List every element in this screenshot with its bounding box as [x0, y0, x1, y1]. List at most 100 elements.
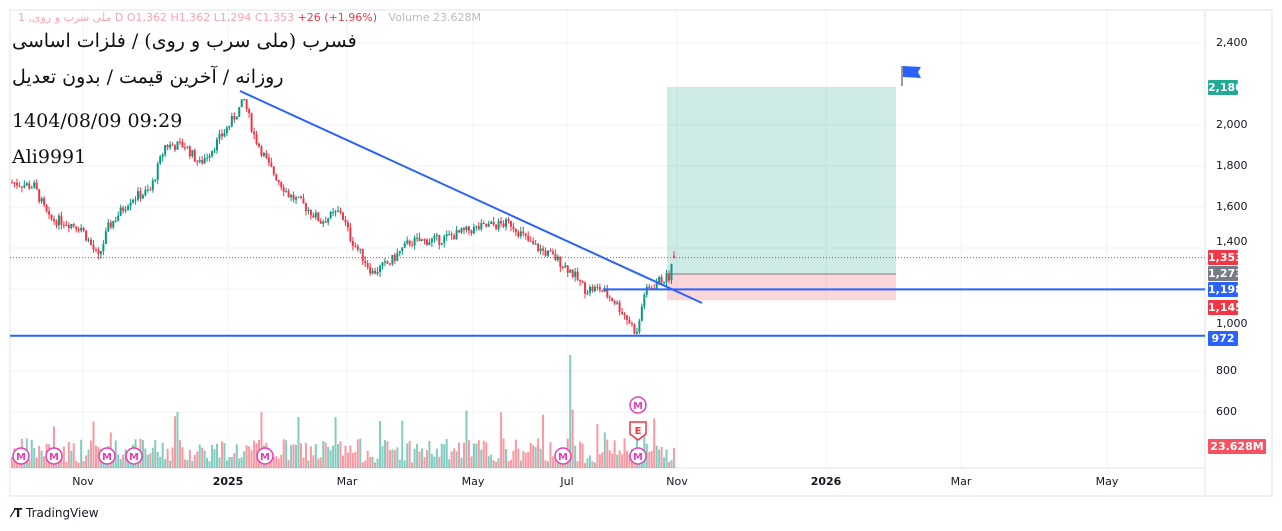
- candle-body: [645, 286, 648, 295]
- candle-body: [413, 237, 416, 246]
- volume-bar: [381, 446, 384, 468]
- candle-body: [507, 219, 510, 221]
- volume-bar: [596, 424, 599, 468]
- volume-bar: [341, 455, 344, 468]
- candle-body: [114, 220, 117, 222]
- volume-bar: [418, 451, 421, 468]
- volume-bar: [527, 451, 530, 468]
- m-marker-icon: [629, 447, 647, 465]
- candle-body: [616, 302, 619, 304]
- candle-body: [359, 248, 362, 250]
- volume-bar: [581, 443, 584, 468]
- volume-bar: [505, 449, 507, 468]
- candle-body: [337, 210, 340, 212]
- candle-body: [445, 234, 448, 237]
- volume-bar: [591, 461, 594, 468]
- volume-bar: [302, 457, 305, 468]
- volume-bar: [648, 451, 651, 468]
- volume-bar: [406, 443, 409, 468]
- flag-icon: [903, 66, 921, 78]
- candle-body: [351, 240, 354, 246]
- volume-bar: [144, 448, 147, 468]
- volume-bar: [332, 445, 335, 468]
- candle-body: [18, 185, 21, 187]
- price-tag: 1,273: [1208, 266, 1243, 281]
- candle-body: [265, 153, 268, 158]
- candle-body: [322, 221, 325, 224]
- m-marker-icon: [12, 447, 30, 465]
- volume-bar: [371, 456, 374, 468]
- candle-body: [28, 183, 31, 189]
- candle-body: [225, 127, 228, 134]
- volume-bar: [174, 416, 177, 468]
- volume-bar: [475, 443, 478, 468]
- high-value: H1,362: [170, 11, 211, 24]
- candle-body: [564, 265, 567, 268]
- candle-body: [70, 224, 73, 229]
- volume-bar: [292, 444, 295, 468]
- volume-bar: [588, 455, 591, 468]
- volume-bar: [250, 450, 253, 468]
- candle-body: [248, 109, 251, 114]
- volume-bar: [299, 443, 302, 468]
- candle-body: [230, 115, 233, 127]
- volume-legend: Volume 23.628M: [388, 11, 481, 24]
- candle-body: [75, 226, 78, 230]
- candle-body: [608, 296, 611, 299]
- volume-bar: [655, 445, 658, 468]
- candle-body: [285, 191, 288, 193]
- volume-bar: [260, 412, 263, 468]
- volume-bar: [576, 461, 579, 468]
- candle-body: [280, 181, 283, 188]
- volume-bar: [571, 409, 574, 468]
- volume-bar: [206, 457, 209, 468]
- volume-bar: [490, 454, 493, 468]
- candle-body: [23, 185, 26, 188]
- volume-bar: [413, 448, 416, 468]
- candle-body: [354, 245, 357, 247]
- candle-body: [406, 240, 409, 244]
- candle-body: [512, 226, 515, 229]
- volume-bar: [497, 457, 500, 468]
- candle-body: [109, 222, 112, 228]
- volume-bar: [487, 456, 490, 468]
- annotation-subtitle: روزانه / آخرین قیمت / بدون تعدیل: [12, 66, 284, 88]
- m-marker-icon: [554, 447, 572, 465]
- volume-bar: [502, 438, 505, 468]
- volume-bar: [220, 441, 223, 468]
- volume-bar: [603, 432, 606, 468]
- candle-body: [433, 235, 436, 239]
- volume-bar: [388, 450, 391, 468]
- volume-bar: [40, 450, 43, 468]
- candle-body: [455, 230, 458, 240]
- annotation-title: فسرب (ملی سرب و روی) / فلزات اساسی: [12, 30, 357, 52]
- candle-body: [159, 156, 162, 164]
- volume-bar: [401, 420, 404, 468]
- volume-bar: [117, 454, 120, 468]
- close-value: C1,353: [254, 11, 295, 24]
- candle-body: [25, 183, 28, 186]
- volume-bar: [282, 439, 285, 468]
- volume-bar: [361, 462, 364, 468]
- volume-bar: [628, 454, 631, 468]
- tradingview-logo[interactable]: ⁄𝗧 TradingView: [12, 506, 99, 520]
- candle-body: [60, 215, 63, 225]
- volume-bar: [551, 456, 554, 468]
- candle-body: [344, 219, 347, 223]
- volume-bar: [349, 445, 352, 468]
- trend-line: [239, 90, 703, 304]
- volume-bar: [285, 440, 288, 468]
- candle-body: [183, 147, 186, 149]
- volume-bar: [470, 456, 473, 468]
- candle-body: [551, 251, 554, 255]
- volume-bar: [601, 452, 604, 468]
- time-tick: May: [1095, 475, 1119, 488]
- candle-body: [522, 231, 525, 234]
- volume-bar: [398, 459, 401, 468]
- candle-body: [102, 243, 105, 252]
- volume-bar: [295, 444, 298, 468]
- candle-body: [470, 230, 473, 234]
- candle-body: [381, 262, 384, 266]
- candle-body: [579, 279, 582, 282]
